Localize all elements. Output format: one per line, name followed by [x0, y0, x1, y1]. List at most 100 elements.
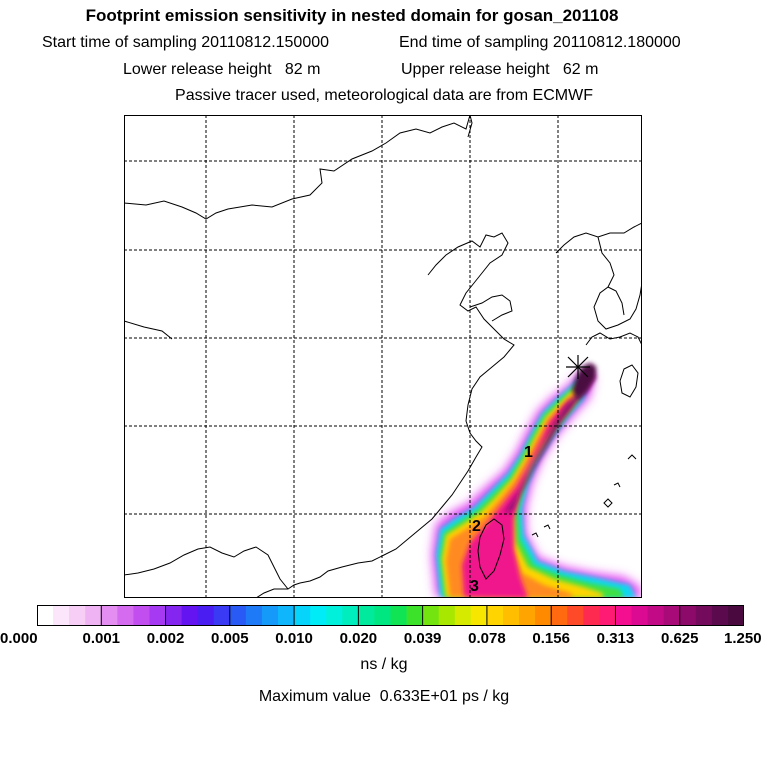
map-canvas: 1 2 3 — [124, 115, 642, 598]
colorbar-swatch — [567, 605, 584, 626]
colorbar-swatch — [422, 605, 440, 626]
colorbar-swatch — [165, 605, 183, 626]
colorbar-tick-label: 0.313 — [596, 630, 635, 647]
upper-height-unit: m — [585, 61, 599, 78]
plot-title: Footprint emission sensitivity in nested… — [85, 6, 619, 25]
lower-height-unit: m — [307, 61, 321, 78]
colorbar-tick-label: 0.625 — [660, 630, 699, 647]
colorbar-swatch — [37, 605, 54, 626]
end-time-label: End time of sampling — [399, 34, 549, 51]
colorbar-swatch — [647, 605, 665, 626]
colorbar-swatch — [390, 605, 408, 626]
southwest-border — [124, 546, 289, 590]
maximum-value: Maximum value 0.633E+01 ps / kg — [0, 688, 768, 706]
tracer-note: Passive tracer used, meteorological data… — [175, 87, 593, 104]
trajectory-label-2: 2 — [472, 518, 481, 535]
colorbar-swatch — [679, 605, 697, 626]
colorbar-swatch — [727, 605, 745, 626]
max-unit: ps / kg — [462, 688, 510, 705]
colorbar-swatch — [711, 605, 729, 626]
colorbar-swatch — [406, 605, 424, 626]
colorbar-swatch — [663, 605, 681, 626]
colorbar-swatch — [326, 605, 343, 626]
colorbar-tick-label: 1.250 — [724, 630, 762, 647]
coastlines — [124, 115, 642, 598]
shandong-peninsula — [469, 294, 513, 322]
colorbar-swatch — [69, 605, 86, 626]
receptor-star-icon — [566, 355, 590, 379]
upper-height-value: 62 — [562, 61, 581, 78]
taiwan-island — [477, 518, 505, 580]
colorbar-tick-label: 0.039 — [403, 630, 442, 647]
colorbar-tick-label: 0.156 — [532, 630, 570, 647]
end-time: End time of sampling 20110812.180000 — [399, 34, 681, 52]
colorbar-swatch — [599, 605, 617, 626]
colorbar-swatch — [310, 605, 327, 626]
colorbar-swatch — [342, 605, 359, 626]
start-time-value: 20110812.150000 — [201, 34, 330, 51]
map-background — [124, 115, 642, 598]
ryukyu-islands — [531, 454, 637, 538]
colorbar-swatch — [695, 605, 713, 626]
plume-receptor-core — [572, 363, 596, 399]
colorbar-tick-label: 0.020 — [339, 630, 378, 647]
inland-border — [124, 320, 173, 340]
colorbar-swatch — [438, 605, 456, 626]
trajectory-label-1: 1 — [524, 444, 533, 461]
latlon-grid — [124, 115, 642, 598]
japan-kyushu — [619, 364, 639, 398]
upper-release-height: Upper release height 62 m — [401, 61, 598, 79]
map-frame — [124, 115, 642, 598]
colorbar-swatch — [261, 605, 279, 626]
colorbar-swatch — [213, 605, 231, 626]
colorbar-swatches — [36, 605, 745, 626]
colorbar-units: ns / kg — [360, 656, 408, 673]
colorbar — [36, 605, 745, 626]
trajectory-label-3: 3 — [470, 578, 479, 595]
colorbar-swatch — [374, 605, 392, 626]
bohai-coast — [255, 232, 515, 598]
max-label: Maximum value — [258, 688, 371, 705]
lower-height-value: 82 — [284, 61, 303, 78]
mongolia-border — [124, 115, 471, 220]
colorbar-swatch — [294, 605, 311, 626]
colorbar-swatch — [454, 605, 472, 626]
colorbar-swatch — [519, 605, 536, 626]
inner-border — [467, 115, 473, 138]
colorbar-swatch — [229, 605, 247, 626]
colorbar-swatch — [486, 605, 504, 626]
colorbar-swatch — [101, 605, 118, 626]
lower-release-height: Lower release height 82 m — [123, 61, 320, 79]
colorbar-swatch — [117, 605, 135, 626]
colorbar-swatch — [631, 605, 649, 626]
colorbar-swatch — [583, 605, 600, 626]
colorbar-swatch — [133, 605, 151, 626]
korea-peninsula — [593, 236, 642, 330]
end-time-value: 20110812.180000 — [552, 34, 681, 51]
colorbar-swatch — [615, 605, 633, 626]
colorbar-swatch — [245, 605, 263, 626]
colorbar-tick-label: 0.002 — [146, 630, 185, 647]
start-time-label: Start time of sampling — [42, 34, 197, 51]
colorbar-tick-label: 0.010 — [275, 630, 313, 647]
colorbar-tick-label: 0.001 — [82, 630, 121, 647]
colorbar-swatch — [358, 605, 376, 626]
colorbar-swatch — [181, 605, 199, 626]
colorbar-tick-label: 0.000 — [0, 630, 38, 647]
start-time: Start time of sampling 20110812.150000 — [42, 34, 329, 52]
colorbar-swatch — [85, 605, 102, 626]
upper-height-label: Upper release height — [401, 61, 550, 78]
colorbar-swatch — [535, 605, 552, 626]
colorbar-tick-label: 0.078 — [468, 630, 506, 647]
colorbar-swatch — [551, 605, 568, 626]
lower-height-label: Lower release height — [123, 61, 272, 78]
colorbar-frame — [37, 605, 744, 626]
colorbar-swatch — [197, 605, 215, 626]
colorbar-swatch — [502, 605, 520, 626]
colorbar-swatch — [278, 605, 295, 626]
colorbar-swatch — [149, 605, 167, 626]
colorbar-swatch — [470, 605, 488, 626]
plume-dark-core — [504, 365, 596, 513]
colorbar-swatch — [53, 605, 70, 626]
colorbar-tick-label: 0.005 — [211, 630, 249, 647]
